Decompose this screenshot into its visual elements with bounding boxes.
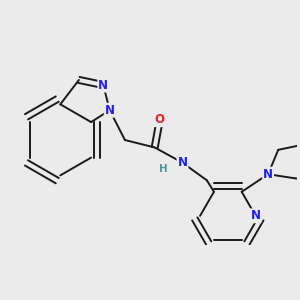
Text: N: N (178, 156, 188, 169)
Text: O: O (155, 113, 165, 126)
Text: N: N (250, 209, 261, 222)
Text: N: N (105, 104, 115, 117)
Text: H: H (160, 164, 168, 174)
Text: N: N (98, 79, 108, 92)
Text: N: N (263, 168, 273, 181)
